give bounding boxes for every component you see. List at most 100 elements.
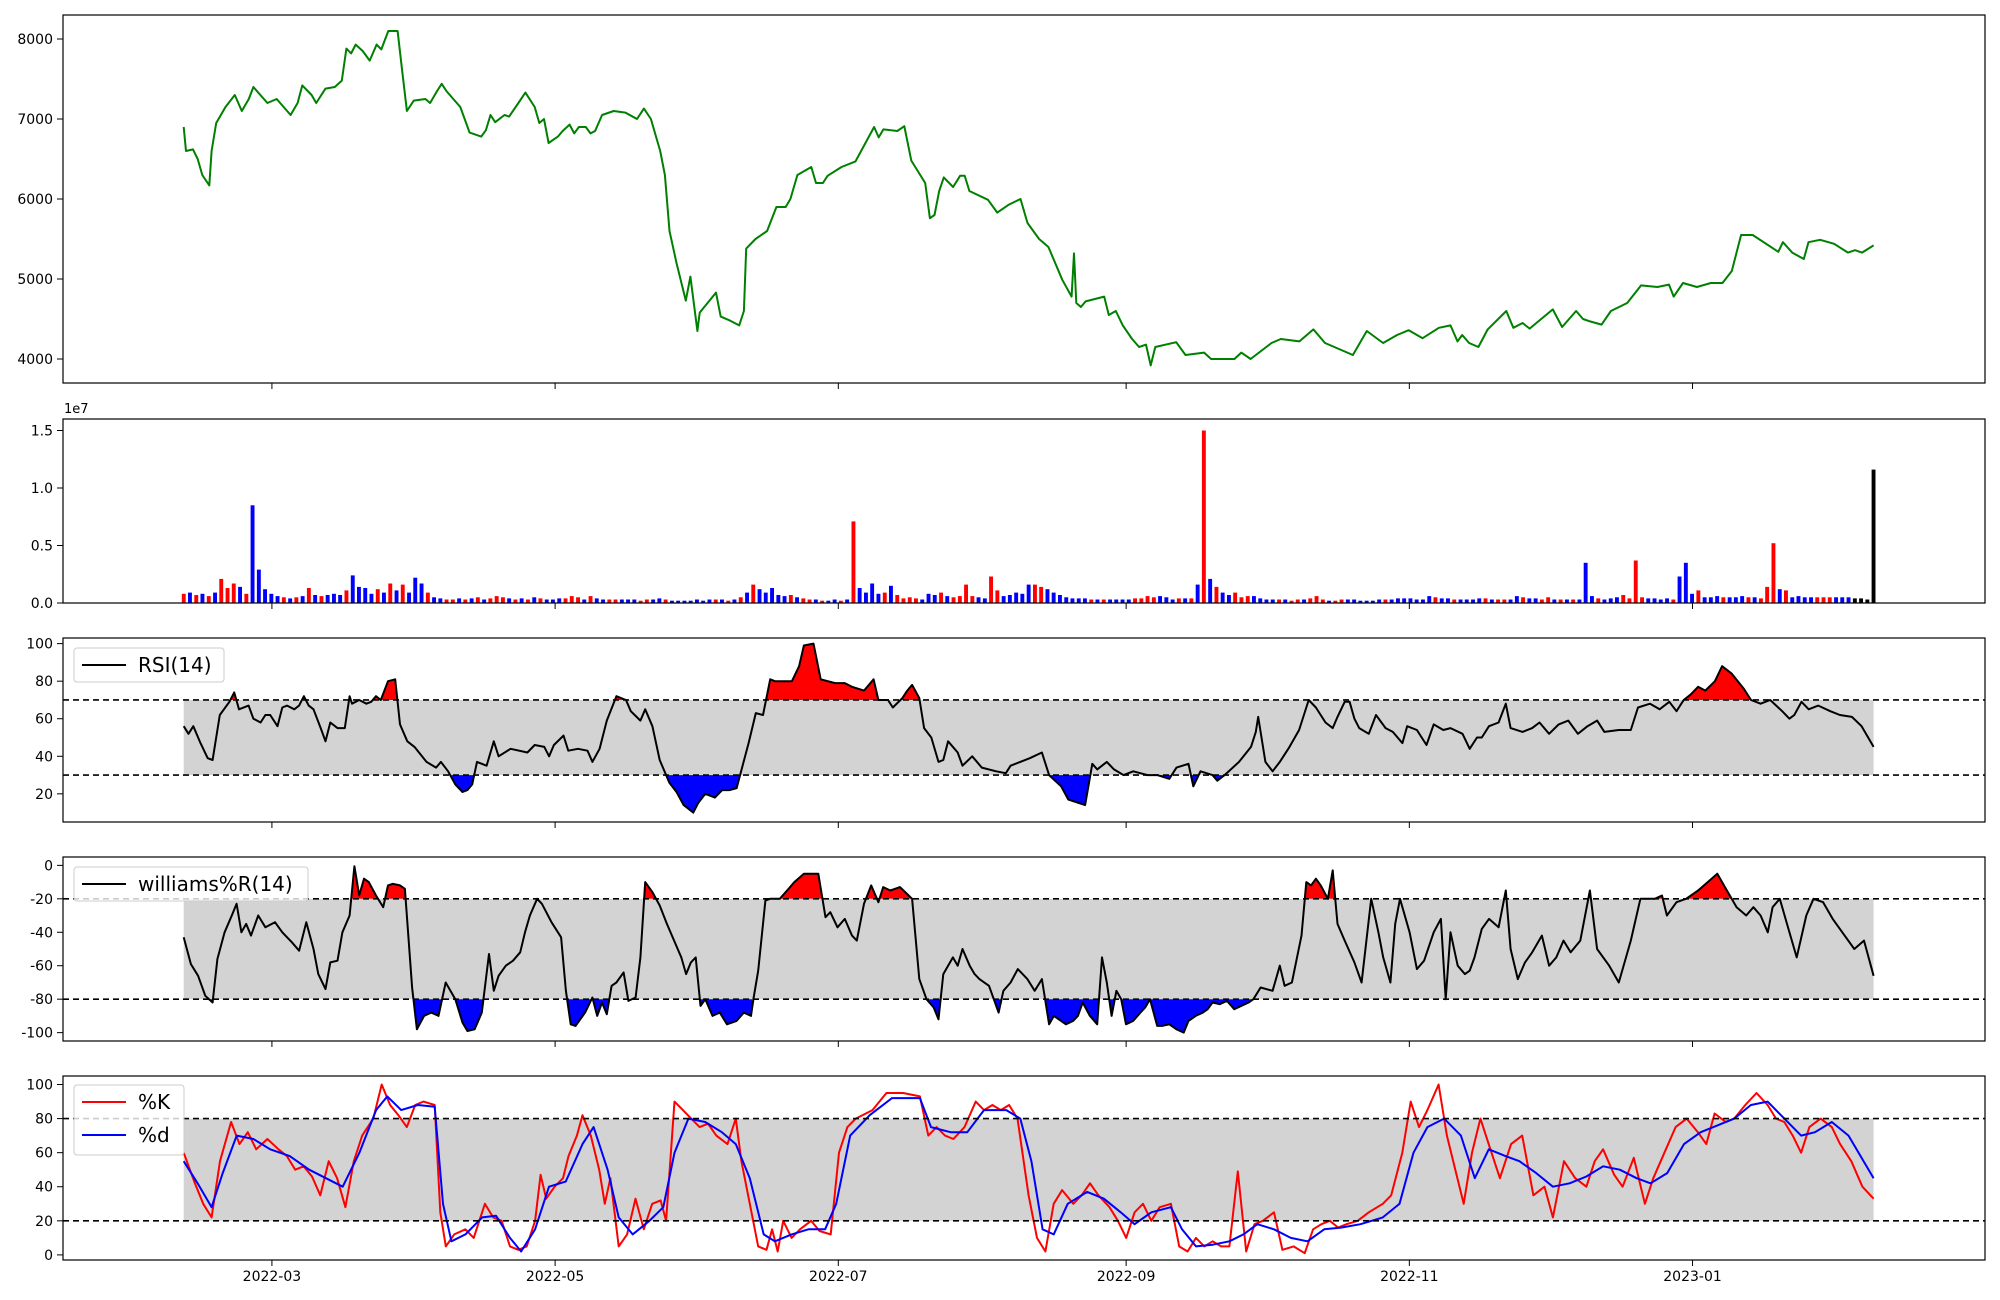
volume-bar [1408,598,1413,603]
volume-bar [1608,598,1613,603]
volume-bar [964,584,968,603]
stoch-yaxis-tick-label: 0 [44,1248,53,1264]
volume-yaxis-tick-label: 1.0 [31,481,53,497]
volume-bar [1464,599,1469,603]
volume-bar [1339,599,1344,603]
volume-bar [1220,592,1225,603]
volume-bar [1345,599,1350,603]
volume-bar [926,593,931,603]
volume-bar [432,597,436,604]
volume-bar [425,592,430,603]
volume-bar [1402,598,1407,603]
volume-bar [619,599,624,603]
volume-bar [1201,430,1206,603]
rsi-overbought-fill [1684,666,1751,700]
volume-bar [1658,599,1663,603]
volume-bar [200,593,205,603]
rsi-axes [62,637,1986,823]
volume-bar [832,599,837,603]
volume-bar [269,593,274,603]
volume-bar [788,595,793,603]
volume-bar [1183,598,1188,603]
volume-bar [1252,596,1256,603]
volume-bar [945,596,950,603]
volume-bar [382,592,386,603]
volume-bar [1314,596,1319,603]
volume-bar [1871,469,1876,603]
volume-bar [763,592,768,603]
price-yaxis-tick-label: 8000 [17,32,53,48]
volume-bar [1502,599,1507,603]
volume-bar [313,595,318,603]
volume-bar [375,589,380,603]
volume-bar [751,584,756,603]
rsi-oversold-fill [1049,775,1091,805]
volume-bar [1151,597,1156,604]
volume-bar [826,600,831,603]
volume-bar [494,596,499,603]
legend-d-label: %d [138,1123,170,1147]
volume-bar [1001,596,1006,603]
volume-bar [1727,597,1732,604]
volume-bar [1320,599,1325,603]
rsi-yaxis-tick-label: 80 [35,674,53,690]
legend-rsi-label: RSI(14) [138,653,212,677]
volume-bar [776,595,781,603]
volume-bar [357,586,361,603]
volume-bar [1039,586,1044,603]
volume-bar [1815,597,1820,604]
volume-bar [1696,590,1701,603]
volume-bar [1627,598,1632,603]
volume-bar [632,599,637,603]
volume-bar [1834,597,1838,604]
volume-bar [1239,597,1244,604]
volume-bar [695,599,699,603]
volume-bar [394,590,399,603]
fill-layer [181,430,1876,1033]
volume-bar [876,593,881,603]
legend-williams-label: williams%R(14) [138,872,293,896]
volume-bar [770,588,774,603]
volume-bar [507,598,512,603]
volume-bar [513,599,518,603]
volume-bar [676,600,681,603]
volume-bar [1683,562,1688,604]
volume-bar [1126,599,1131,603]
volume-bar [1640,597,1644,604]
volume-bar [1108,599,1112,603]
volume-bar [644,599,649,603]
volume-bar [1802,597,1807,604]
volume-bar [1533,598,1538,603]
volume-bar [745,592,749,603]
volume-bar [1514,596,1519,603]
volume-bar [288,598,293,603]
volume-bar [588,596,593,603]
volume-bar [419,583,424,603]
stoch-yaxis-tick-label: 60 [35,1146,53,1162]
volume-bar [1615,597,1619,604]
volume-bar [1414,599,1419,603]
volume-bar [1139,598,1144,603]
volume-bar [1014,592,1019,603]
volume-bar [1289,600,1294,603]
volume-bar [932,595,937,603]
volume-bar [1214,586,1219,603]
rsi-oversold-fill [666,775,739,813]
volume-bar [1859,598,1863,603]
volume-bar [701,600,706,603]
volume-bar [213,592,217,603]
volume-bar [1809,597,1813,604]
volume-bar [1677,576,1682,603]
volume-bar [1865,599,1870,603]
volume-bar [713,599,718,603]
volume-bar [1771,543,1776,603]
volume-bar [188,592,192,603]
volume-bar [1352,599,1357,603]
rsi-yaxis-tick-label: 100 [26,637,53,653]
x-tick-label: 2022-09 [1097,1269,1156,1285]
williams-band [183,898,1874,1000]
volume-offset-label: 1e7 [64,402,89,417]
volume-bar [657,598,662,603]
price-yaxis-tick-label: 5000 [17,272,53,288]
